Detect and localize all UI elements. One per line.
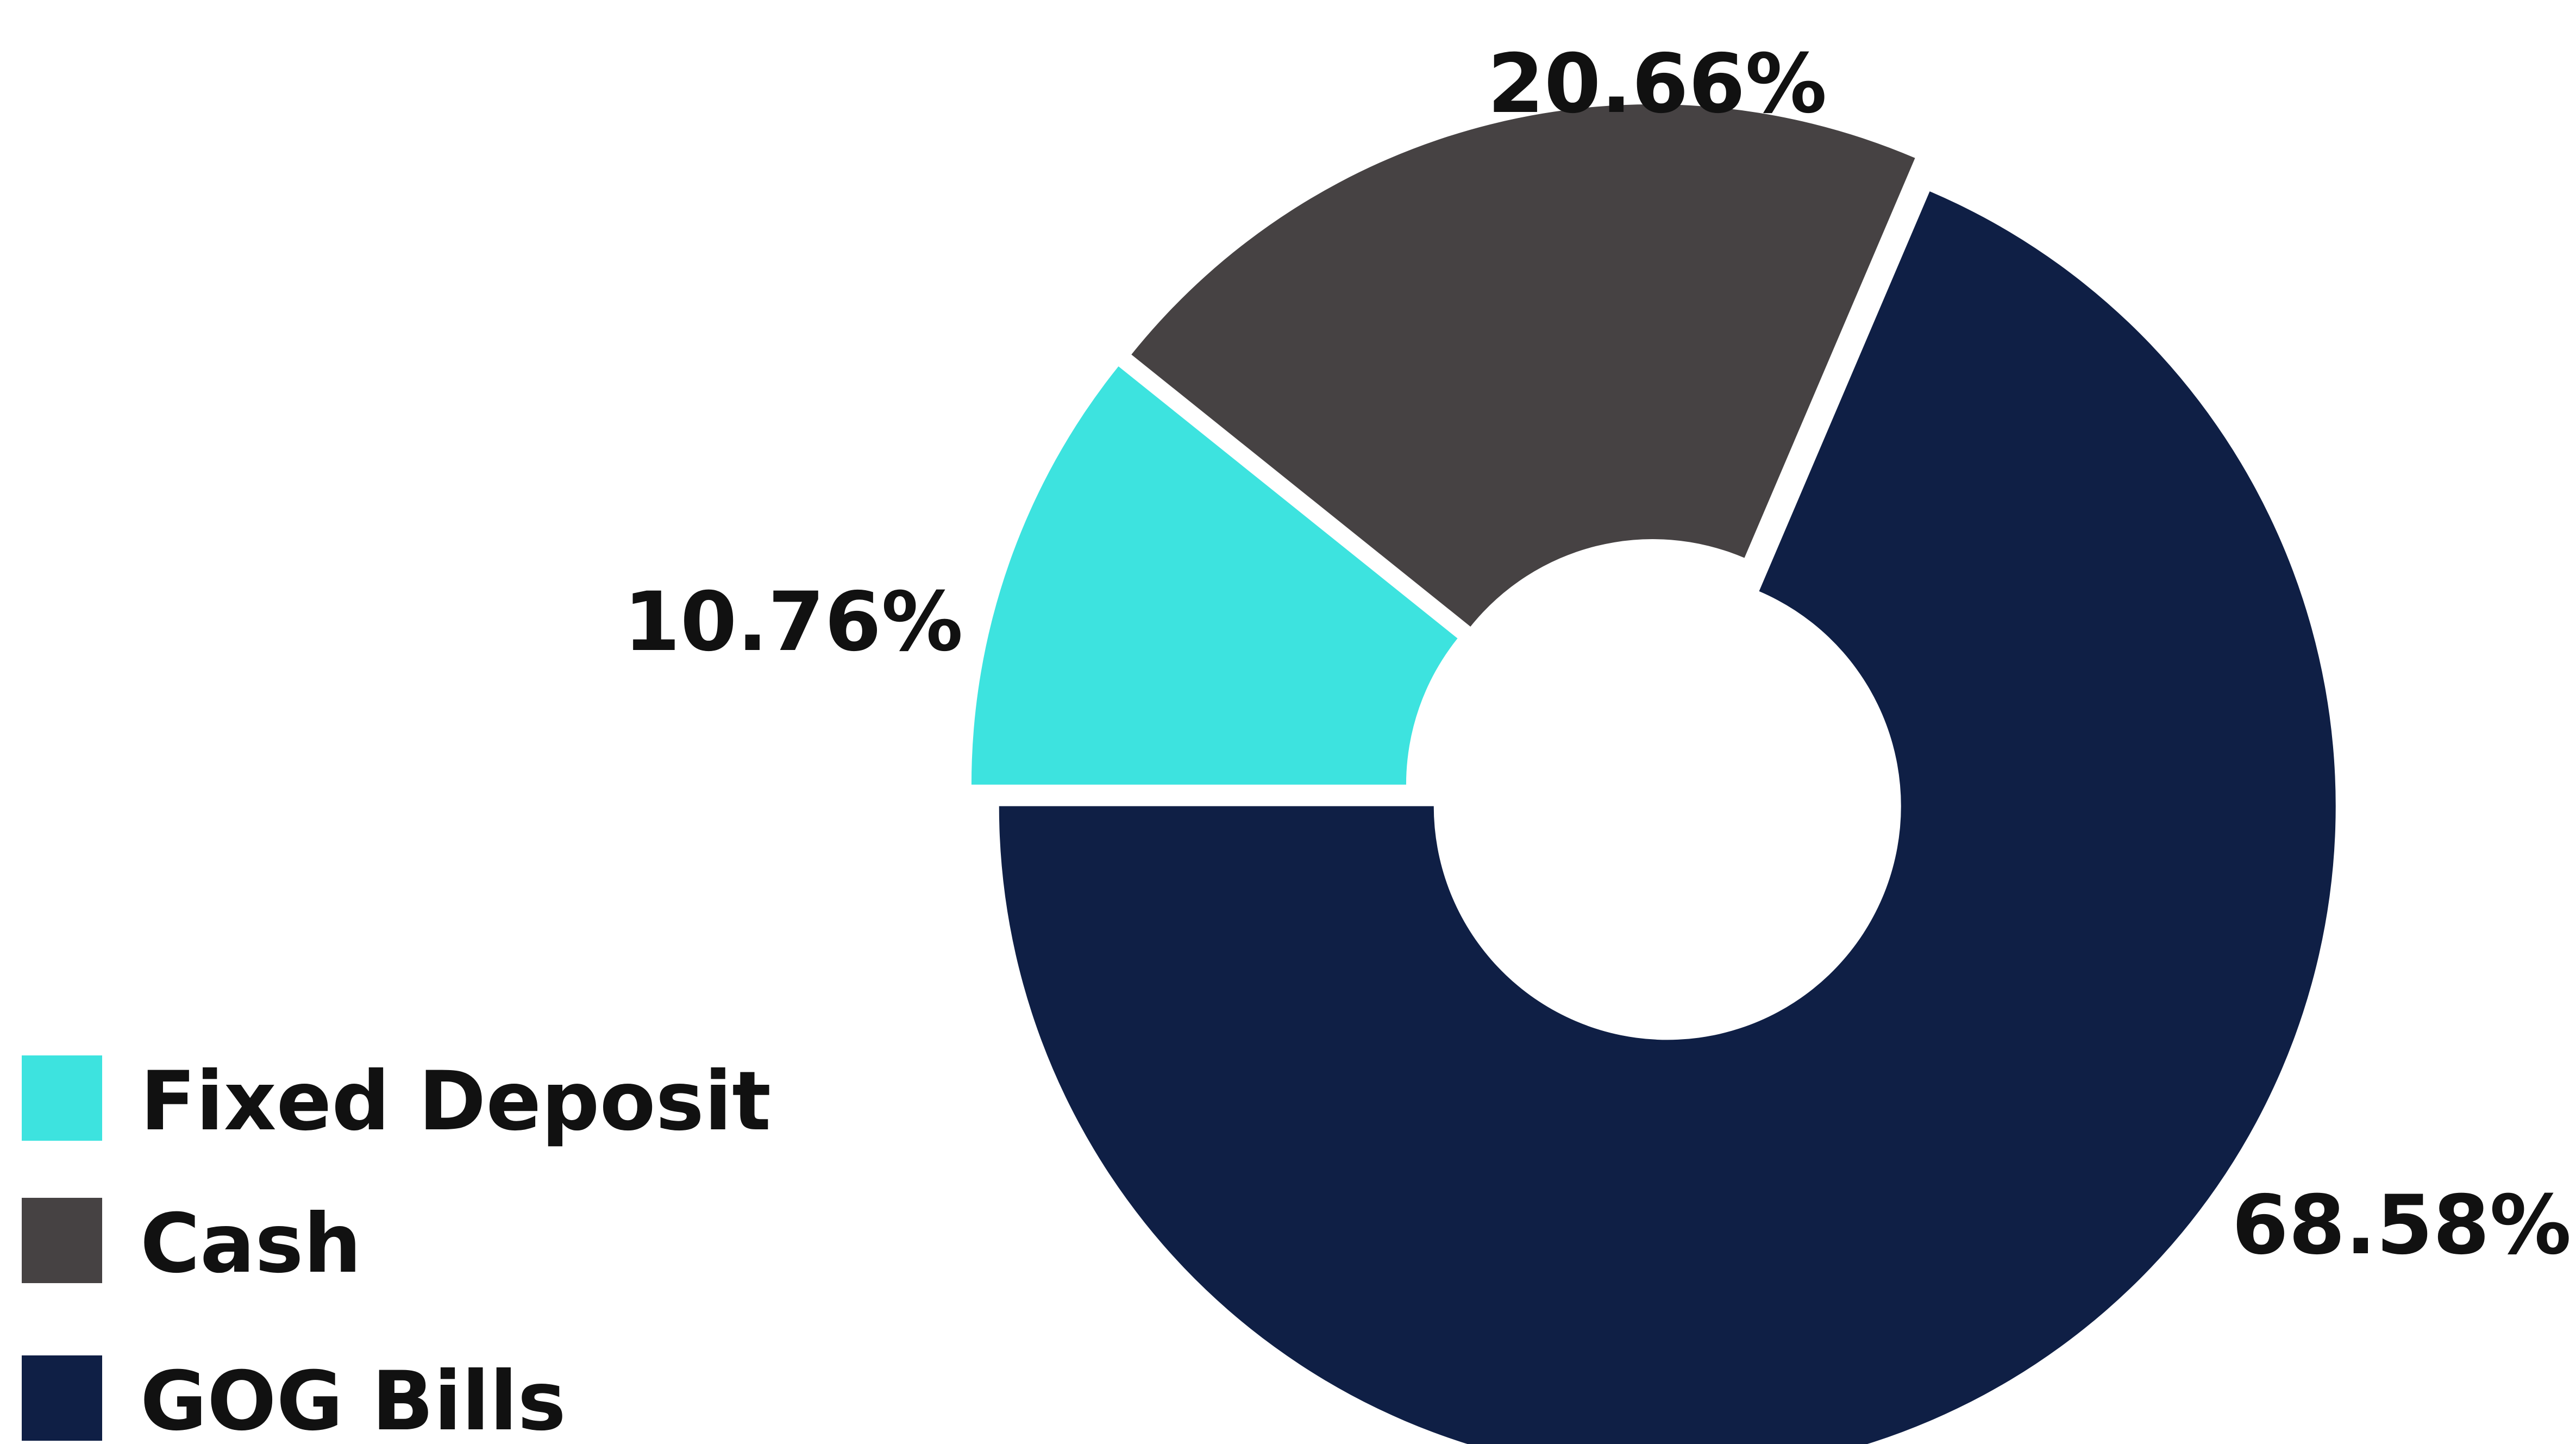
slice-labels: 10.76% 20.66% 68.58% [624,37,2572,1273]
legend-swatch-gog-bills [22,1355,102,1441]
legend-label-cash: Cash [140,1197,361,1291]
slice-label-cash: 20.66% [1488,37,1827,132]
slice-fixed-deposit [971,366,1458,785]
slice-gog-bills [999,191,2336,1444]
legend-label-gog-bills: GOG Bills [140,1354,566,1444]
slice-label-fixed-deposit: 10.76% [624,575,963,670]
donut-slices [971,104,2336,1444]
legend-swatch-cash [22,1198,102,1283]
slice-cash [1131,104,1915,627]
slice-label-gog-bills: 68.58% [2232,1178,2572,1273]
legend: Fixed Deposit Cash GOG Bills [22,1054,771,1444]
legend-swatch-fixed-deposit [22,1055,102,1141]
legend-label-fixed-deposit: Fixed Deposit [140,1054,771,1149]
